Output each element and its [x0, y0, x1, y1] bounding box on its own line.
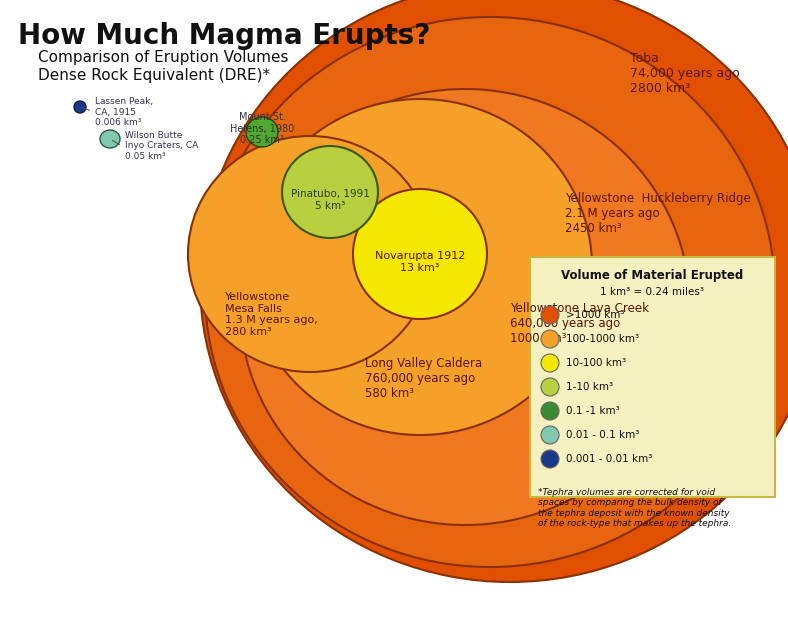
Circle shape	[541, 354, 559, 372]
Text: 10-100 km³: 10-100 km³	[566, 358, 626, 368]
Text: Volume of Material Erupted: Volume of Material Erupted	[561, 269, 744, 282]
Text: 100-1000 km³: 100-1000 km³	[566, 334, 639, 344]
Text: Comparison of Eruption Volumes: Comparison of Eruption Volumes	[38, 50, 288, 65]
Ellipse shape	[240, 89, 690, 525]
Text: Lassen Peak,
CA, 1915
0.006 km³: Lassen Peak, CA, 1915 0.006 km³	[95, 97, 153, 127]
Text: Dense Rock Equivalent (DRE)*: Dense Rock Equivalent (DRE)*	[38, 68, 270, 83]
Circle shape	[541, 426, 559, 444]
Text: Toba
74,000 years ago
2800 km³: Toba 74,000 years ago 2800 km³	[630, 52, 740, 95]
Ellipse shape	[282, 146, 378, 238]
Text: 1 km³ = 0.24 miles³: 1 km³ = 0.24 miles³	[600, 287, 704, 297]
Text: *Tephra volumes are corrected for void
spaces by comparing the bulk density of
t: *Tephra volumes are corrected for void s…	[538, 488, 731, 528]
Text: Mount St.
Helens, 1980
0.25 km³: Mount St. Helens, 1980 0.25 km³	[230, 112, 294, 145]
Text: >1000 km³: >1000 km³	[566, 310, 625, 320]
Text: 1-10 km³: 1-10 km³	[566, 382, 613, 392]
Ellipse shape	[74, 101, 86, 113]
Ellipse shape	[205, 17, 775, 567]
Text: Wilson Butte
Inyo Craters, CA
0.05 km³: Wilson Butte Inyo Craters, CA 0.05 km³	[125, 131, 199, 161]
Ellipse shape	[248, 99, 592, 435]
Text: 0.001 - 0.01 km³: 0.001 - 0.01 km³	[566, 454, 652, 464]
Circle shape	[541, 402, 559, 420]
Circle shape	[541, 378, 559, 396]
Text: 0.01 - 0.1 km³: 0.01 - 0.1 km³	[566, 430, 639, 440]
Circle shape	[541, 330, 559, 348]
Ellipse shape	[246, 117, 278, 147]
Ellipse shape	[100, 130, 120, 148]
Circle shape	[541, 450, 559, 468]
Ellipse shape	[200, 0, 788, 582]
Text: Long Valley Caldera
760,000 years ago
580 km³: Long Valley Caldera 760,000 years ago 58…	[365, 357, 482, 400]
Text: Yellowstone
Mesa Falls
1.3 M years ago,
280 km³: Yellowstone Mesa Falls 1.3 M years ago, …	[225, 292, 318, 337]
Text: How Much Magma Erupts?: How Much Magma Erupts?	[18, 22, 430, 50]
Ellipse shape	[188, 136, 432, 372]
Text: Pinatubo, 1991
5 km³: Pinatubo, 1991 5 km³	[291, 189, 370, 211]
Text: Yellowstone Lava Creek
640,000 years ago
1000 km³: Yellowstone Lava Creek 640,000 years ago…	[510, 302, 649, 345]
Circle shape	[541, 306, 559, 324]
FancyBboxPatch shape	[530, 257, 775, 497]
Text: Novarupta 1912
13 km³: Novarupta 1912 13 km³	[375, 251, 465, 273]
Ellipse shape	[353, 189, 487, 319]
Text: 0.1 -1 km³: 0.1 -1 km³	[566, 406, 619, 416]
Text: Yellowstone  Huckleberry Ridge
2.1 M years ago
2450 km³: Yellowstone Huckleberry Ridge 2.1 M year…	[565, 192, 751, 235]
